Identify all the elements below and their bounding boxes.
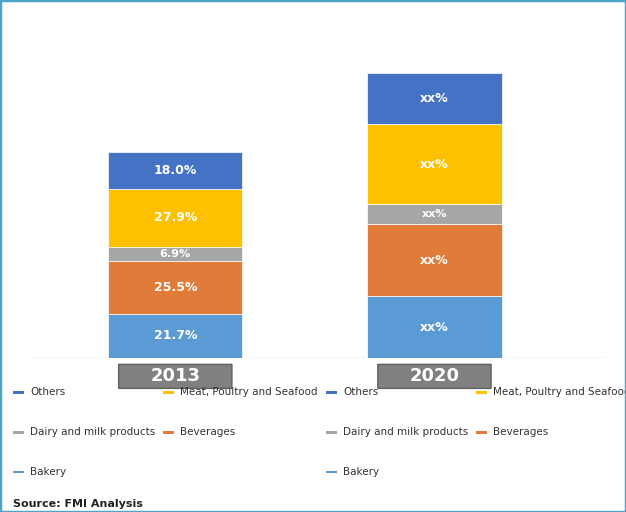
Text: xx%: xx% (420, 253, 449, 267)
Bar (108, 261, 242, 313)
Bar (13, 431, 24, 434)
Bar (367, 73, 501, 124)
Bar (326, 391, 337, 394)
Text: 2013: 2013 (150, 368, 200, 386)
Bar (326, 471, 337, 474)
Bar (108, 189, 242, 247)
Text: Source: FMI Analysis: Source: FMI Analysis (13, 499, 142, 509)
Text: Bakery: Bakery (343, 467, 379, 477)
Text: Bakery: Bakery (30, 467, 66, 477)
Text: Dairy and milk products: Dairy and milk products (343, 427, 468, 437)
Text: Meat, Poultry and Seafood: Meat, Poultry and Seafood (180, 387, 318, 397)
Bar (476, 391, 487, 394)
Bar (367, 124, 501, 204)
Bar (108, 313, 242, 358)
Text: Beverages: Beverages (180, 427, 235, 437)
Text: Meat, Poultry and Seafood: Meat, Poultry and Seafood (493, 387, 626, 397)
Text: xx%: xx% (420, 92, 449, 105)
Text: Beverages: Beverages (493, 427, 548, 437)
Text: xx%: xx% (422, 209, 447, 219)
Text: Others: Others (30, 387, 65, 397)
Text: 25.5%: 25.5% (153, 281, 197, 294)
Bar (367, 296, 501, 358)
Text: xx%: xx% (420, 158, 449, 171)
FancyBboxPatch shape (378, 365, 491, 389)
Text: 27.9%: 27.9% (153, 211, 197, 224)
Bar (326, 431, 337, 434)
Bar (367, 204, 501, 224)
Text: 6.9%: 6.9% (160, 249, 191, 259)
Text: 18.0%: 18.0% (153, 164, 197, 177)
Text: Others: Others (343, 387, 378, 397)
Text: Global Food Preservatives Market Share, by Application, 2013 & 2020: Global Food Preservatives Market Share, … (58, 22, 568, 37)
Bar (108, 247, 242, 261)
Text: 2020: 2020 (409, 368, 459, 386)
Bar (108, 152, 242, 189)
Text: 21.7%: 21.7% (153, 330, 197, 343)
Bar (476, 431, 487, 434)
Bar (13, 391, 24, 394)
Bar (163, 431, 174, 434)
Text: xx%: xx% (420, 321, 449, 334)
Bar (367, 224, 501, 296)
Bar (163, 391, 174, 394)
Text: Dairy and milk products: Dairy and milk products (30, 427, 155, 437)
FancyBboxPatch shape (119, 365, 232, 389)
Bar (13, 471, 24, 474)
